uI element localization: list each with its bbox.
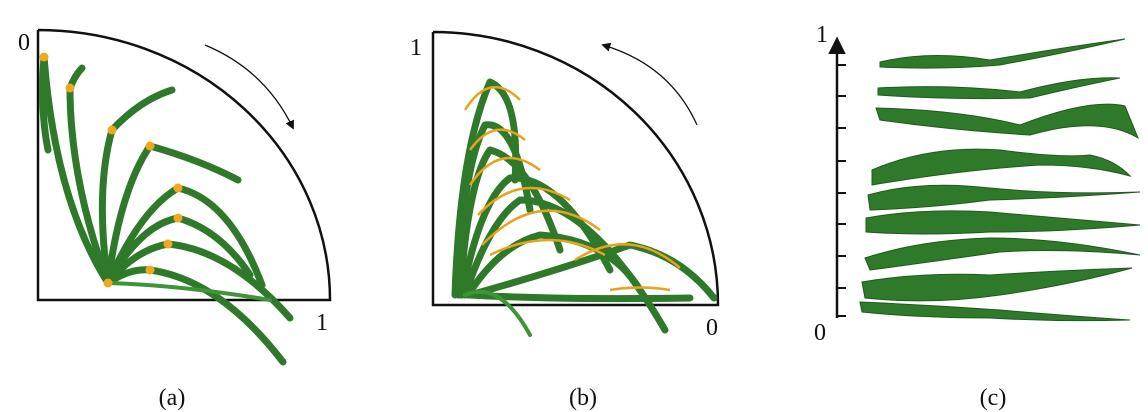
panel-a: 0 1 (a) xyxy=(18,30,330,411)
leaves xyxy=(860,39,1140,321)
tip-point xyxy=(108,126,117,135)
end-label: 1 xyxy=(316,310,328,336)
caption: (a) xyxy=(159,385,186,411)
start-label: 0 xyxy=(18,30,30,56)
tip-point xyxy=(66,84,75,93)
leaves xyxy=(43,57,290,362)
leaf xyxy=(872,149,1130,185)
leaf xyxy=(860,302,1130,321)
leaf xyxy=(866,211,1140,234)
leaf xyxy=(880,39,1125,68)
leaves xyxy=(455,82,714,335)
panel-b: 1 0 (b) xyxy=(410,32,718,411)
tip-point xyxy=(174,214,183,223)
leaf xyxy=(868,185,1140,210)
tip-point xyxy=(164,240,173,249)
caption: (b) xyxy=(569,385,597,411)
leaf xyxy=(876,104,1138,138)
tip-point xyxy=(40,53,49,62)
start-label: 1 xyxy=(410,35,422,61)
end-label: 0 xyxy=(706,315,718,341)
tip-point xyxy=(146,142,155,151)
tip-point xyxy=(104,279,113,288)
axis-ticks xyxy=(837,65,846,316)
tip-point xyxy=(146,266,155,275)
caption: (c) xyxy=(980,385,1007,411)
leaf xyxy=(862,268,1132,301)
bottom-label: 0 xyxy=(814,320,826,346)
leaf xyxy=(108,283,270,300)
leaf xyxy=(878,78,1120,99)
leaf xyxy=(865,238,1140,270)
tip-point xyxy=(174,184,183,193)
top-label: 1 xyxy=(816,22,828,48)
panel-c: 1 0 (c) xyxy=(814,22,1140,411)
rotation-arrow xyxy=(603,45,697,125)
figure: 0 1 (a) 1 0 (b) xyxy=(0,0,1148,412)
